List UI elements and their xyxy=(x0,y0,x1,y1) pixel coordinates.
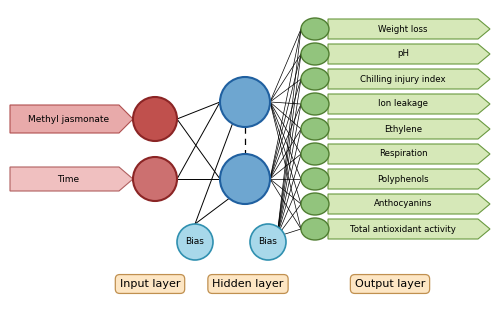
Circle shape xyxy=(133,97,177,141)
Text: Polyphenols: Polyphenols xyxy=(377,175,429,183)
Ellipse shape xyxy=(301,218,329,240)
Polygon shape xyxy=(328,219,490,239)
Ellipse shape xyxy=(301,93,329,115)
Text: Anthocyanins: Anthocyanins xyxy=(374,199,432,209)
Text: Output layer: Output layer xyxy=(355,279,425,289)
Text: Weight loss: Weight loss xyxy=(378,24,428,33)
Ellipse shape xyxy=(301,68,329,90)
Polygon shape xyxy=(328,144,490,164)
Text: Respiration: Respiration xyxy=(378,149,428,158)
Text: Ethylene: Ethylene xyxy=(384,125,422,134)
Text: Chilling injury index: Chilling injury index xyxy=(360,74,446,84)
Text: Time: Time xyxy=(58,175,80,183)
Text: Hidden layer: Hidden layer xyxy=(212,279,284,289)
Polygon shape xyxy=(10,105,133,133)
Circle shape xyxy=(220,154,270,204)
Text: Total antioxidant activity: Total antioxidant activity xyxy=(350,225,456,233)
Text: Ion leakage: Ion leakage xyxy=(378,100,428,108)
Polygon shape xyxy=(328,19,490,39)
Circle shape xyxy=(133,157,177,201)
Ellipse shape xyxy=(301,193,329,215)
Ellipse shape xyxy=(301,18,329,40)
Ellipse shape xyxy=(301,118,329,140)
Text: Bias: Bias xyxy=(186,238,204,246)
Circle shape xyxy=(220,77,270,127)
Polygon shape xyxy=(328,169,490,189)
Polygon shape xyxy=(328,194,490,214)
Circle shape xyxy=(250,224,286,260)
Circle shape xyxy=(177,224,213,260)
Polygon shape xyxy=(328,119,490,139)
Text: Methyl jasmonate: Methyl jasmonate xyxy=(28,114,109,123)
Ellipse shape xyxy=(301,43,329,65)
Text: Bias: Bias xyxy=(258,238,278,246)
Polygon shape xyxy=(328,69,490,89)
Polygon shape xyxy=(328,44,490,64)
Text: pH: pH xyxy=(397,50,409,59)
Text: Input layer: Input layer xyxy=(120,279,180,289)
Polygon shape xyxy=(328,94,490,114)
Ellipse shape xyxy=(301,143,329,165)
Polygon shape xyxy=(10,167,133,191)
Ellipse shape xyxy=(301,168,329,190)
